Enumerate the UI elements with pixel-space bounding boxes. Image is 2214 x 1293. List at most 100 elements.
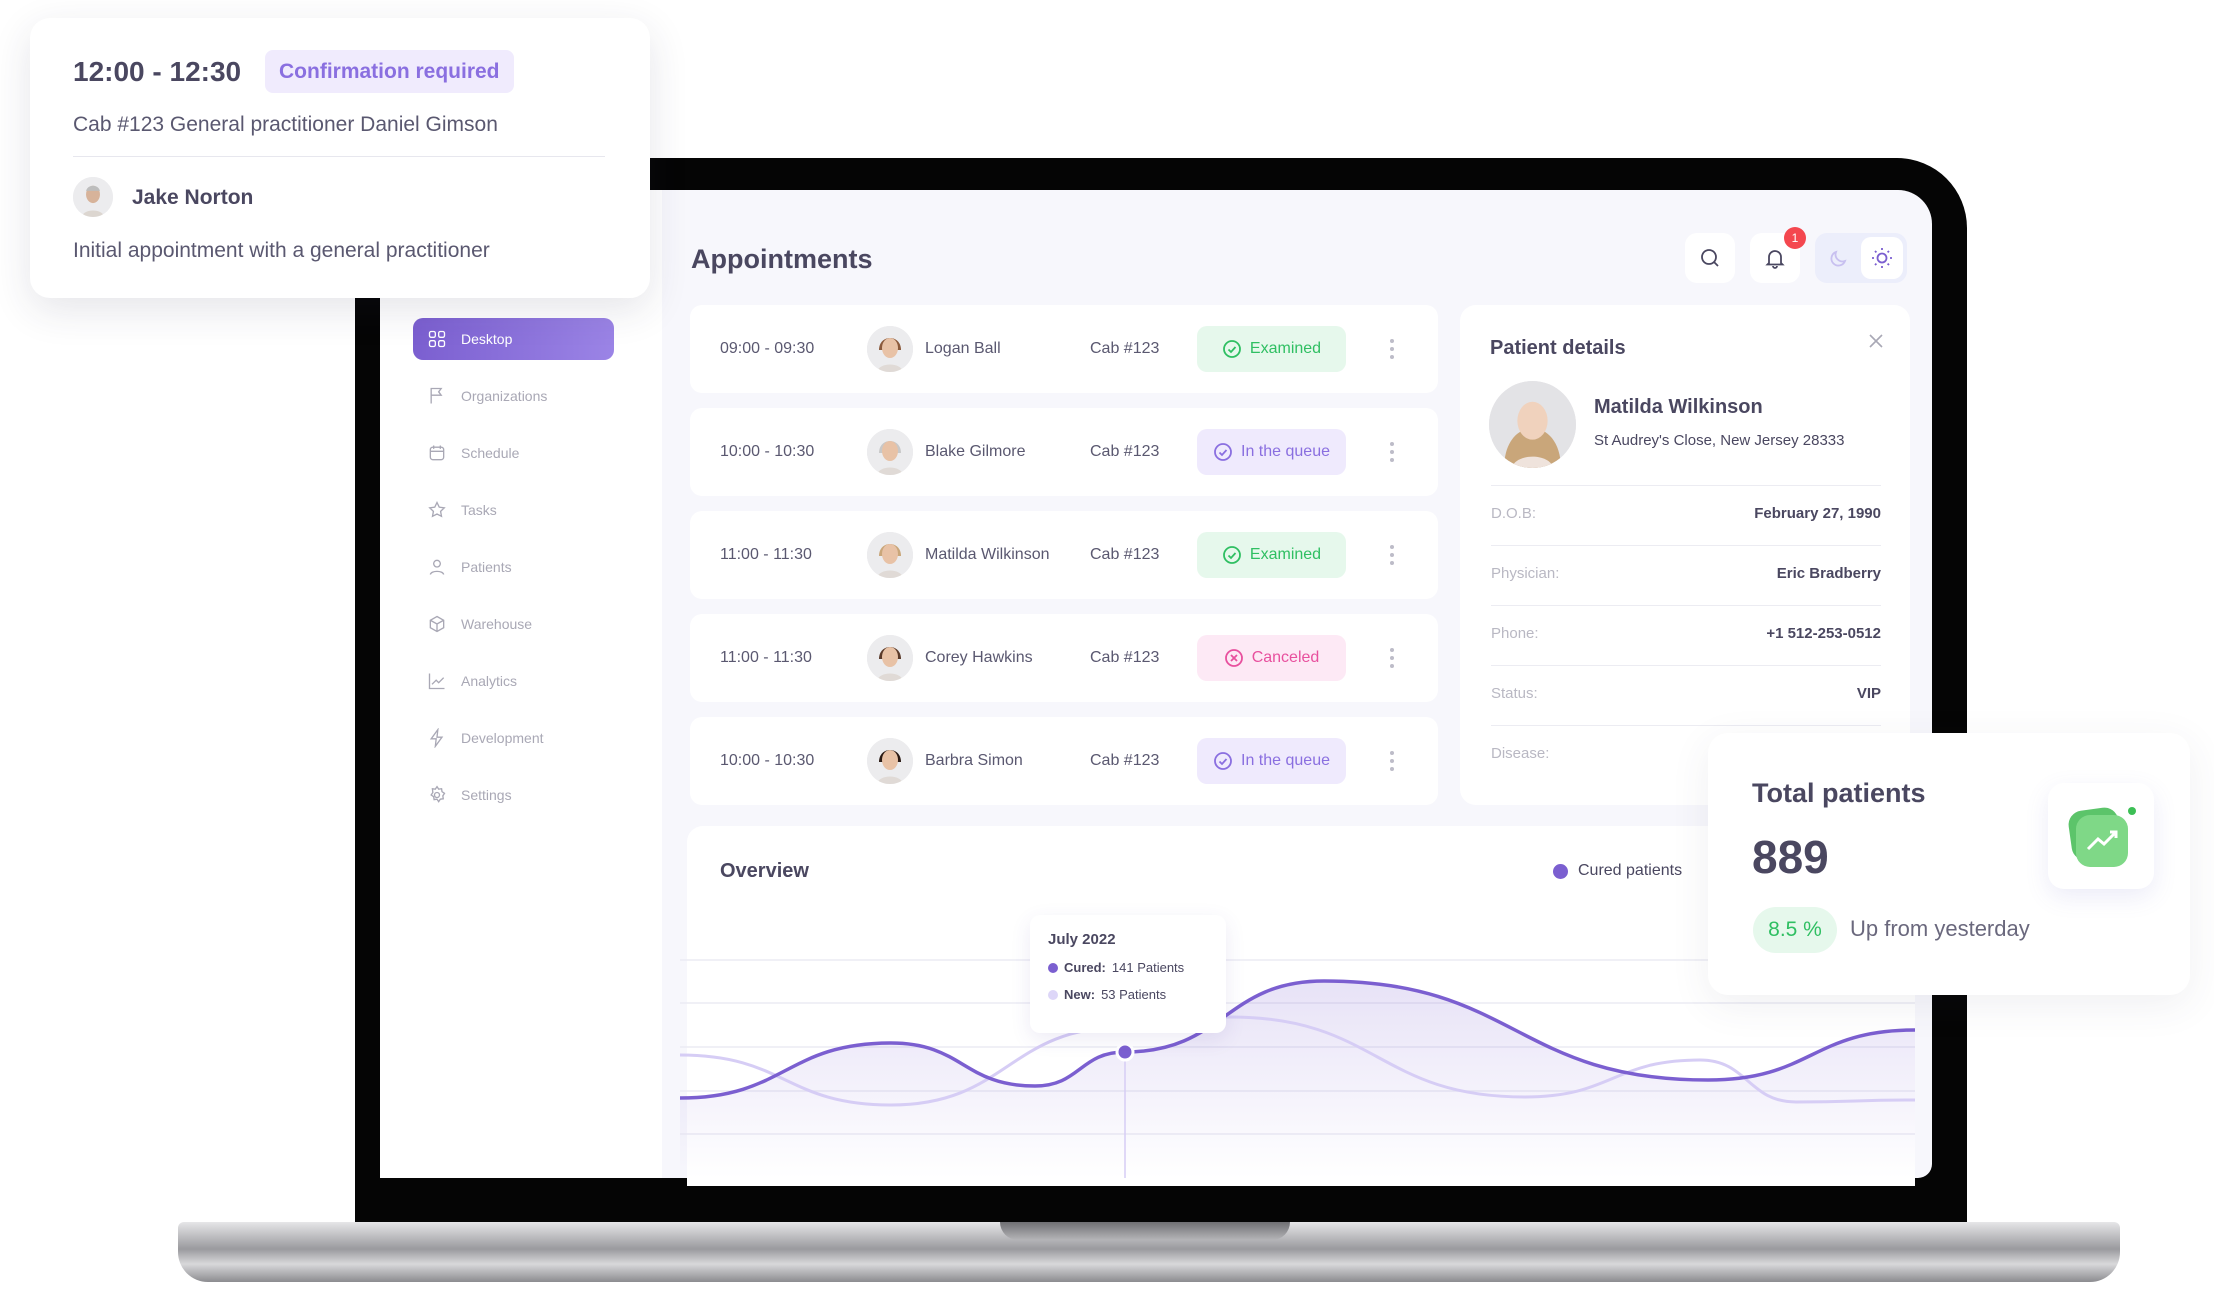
patient-name: Matilda Wilkinson bbox=[1594, 396, 1763, 418]
change-label: Up from yesterday bbox=[1850, 916, 2030, 941]
status-label: In the queue bbox=[1241, 443, 1330, 460]
user-icon bbox=[429, 559, 445, 575]
trend-icon-tile bbox=[2048, 783, 2154, 889]
legend-dot bbox=[1553, 864, 1568, 879]
sidebar-item-label: Settings bbox=[461, 787, 512, 803]
tooltip-new-value: 53 Patients bbox=[1101, 987, 1167, 1002]
patient-field: Status: VIP bbox=[1491, 685, 1881, 702]
sidebar-item-settings[interactable]: Settings bbox=[413, 774, 614, 816]
grid-icon bbox=[428, 330, 446, 348]
chart-icon bbox=[428, 673, 445, 690]
divider bbox=[73, 156, 605, 157]
patient-field: Phone: +1 512-253-0512 bbox=[1491, 625, 1881, 642]
status-badge: In the queue bbox=[1197, 738, 1346, 784]
appointment-row[interactable]: 10:00 - 10:30 Blake Gilmore Cab #123 In … bbox=[690, 408, 1438, 496]
divider bbox=[1491, 545, 1881, 546]
patient-avatar bbox=[1489, 381, 1576, 468]
patient-field: Physician: Eric Bradberry bbox=[1491, 565, 1881, 582]
search-icon bbox=[1701, 249, 1719, 267]
check-circle-icon bbox=[1214, 443, 1232, 461]
field-label: Status: bbox=[1491, 685, 1538, 702]
patient-field: Disease: bbox=[1491, 745, 1881, 762]
sidebar-item-label: Organizations bbox=[461, 388, 548, 404]
sidebar-item-development[interactable]: Development bbox=[413, 717, 614, 759]
sidebar-item-tasks[interactable]: Tasks bbox=[413, 489, 614, 531]
sidebar-item-warehouse[interactable]: Warehouse bbox=[413, 603, 614, 645]
status-badge: Examined bbox=[1197, 326, 1346, 372]
popup-avatar bbox=[73, 177, 113, 217]
overview-title: Overview bbox=[720, 860, 809, 882]
popup-details: Cab #123 General practitioner Daniel Gim… bbox=[73, 113, 498, 136]
appointment-row[interactable]: 11:00 - 11:30 Corey Hawkins Cab #123 Can… bbox=[690, 614, 1438, 702]
patient-avatar bbox=[867, 635, 913, 681]
check-circle-icon bbox=[1214, 752, 1232, 770]
bolt-icon bbox=[429, 728, 444, 748]
field-label: Physician: bbox=[1491, 565, 1560, 582]
popup-note: Initial appointment with a general pract… bbox=[73, 239, 490, 262]
divider bbox=[1491, 665, 1881, 666]
theme-toggle[interactable] bbox=[1815, 233, 1907, 283]
appointment-row[interactable]: 09:00 - 09:30 Logan Ball Cab #123 Examin… bbox=[690, 305, 1438, 393]
moon-icon[interactable] bbox=[1827, 246, 1851, 270]
tooltip-new-label: New: bbox=[1064, 987, 1096, 1002]
total-patients-title: Total patients bbox=[1752, 778, 1926, 808]
field-value: February 27, 1990 bbox=[1754, 505, 1881, 522]
patient-avatar bbox=[867, 429, 913, 475]
sidebar-item-label: Schedule bbox=[461, 445, 520, 461]
confirmation-badge: Confirmation required bbox=[265, 50, 514, 93]
more-options-button[interactable] bbox=[1390, 545, 1396, 565]
field-value: Eric Bradberry bbox=[1776, 565, 1881, 582]
appointment-row[interactable]: 10:00 - 10:30 Barbra Simon Cab #123 In t… bbox=[690, 717, 1438, 805]
sidebar-item-organizations[interactable]: Organizations bbox=[413, 375, 614, 417]
popup-time: 12:00 - 12:30 bbox=[73, 56, 242, 87]
patient-avatar bbox=[867, 326, 913, 372]
field-value: +1 512-253-0512 bbox=[1766, 625, 1881, 642]
x-circle-icon bbox=[1224, 649, 1243, 667]
total-patients-value: 889 bbox=[1752, 831, 1829, 883]
appointment-time: 11:00 - 11:30 bbox=[720, 546, 812, 563]
status-label: Examined bbox=[1249, 546, 1322, 563]
page-title: Appointments bbox=[691, 244, 873, 274]
sidebar-item-label: Warehouse bbox=[461, 616, 533, 632]
divider bbox=[1491, 485, 1881, 486]
cab-number: Cab #123 bbox=[1090, 649, 1160, 666]
cab-number: Cab #123 bbox=[1090, 546, 1160, 563]
patient-name: Blake Gilmore bbox=[925, 443, 1026, 460]
status-badge: Examined bbox=[1197, 532, 1346, 578]
trending-up-icon bbox=[2068, 807, 2136, 867]
appointment-row[interactable]: 11:00 - 11:30 Matilda Wilkinson Cab #123… bbox=[690, 511, 1438, 599]
sidebar-item-analytics[interactable]: Analytics bbox=[413, 660, 614, 702]
sidebar-item-label: Tasks bbox=[461, 502, 497, 518]
change-badge: 8.5 % bbox=[1753, 907, 1837, 953]
patient-name: Corey Hawkins bbox=[925, 649, 1033, 666]
more-options-button[interactable] bbox=[1390, 751, 1396, 771]
box-icon bbox=[429, 615, 445, 633]
cured-dot bbox=[1048, 962, 1058, 973]
sun-icon bbox=[1872, 248, 1892, 268]
check-circle-icon bbox=[1223, 546, 1241, 564]
search-button[interactable] bbox=[1685, 233, 1735, 283]
cab-number: Cab #123 bbox=[1090, 443, 1160, 460]
more-options-button[interactable] bbox=[1390, 442, 1396, 462]
sidebar-item-label: Desktop bbox=[461, 331, 513, 347]
sidebar-item-schedule[interactable]: Schedule bbox=[413, 432, 614, 474]
tooltip-title: July 2022 bbox=[1048, 931, 1116, 948]
appointment-time: 10:00 - 10:30 bbox=[720, 752, 815, 769]
status-label: In the queue bbox=[1241, 752, 1330, 769]
light-mode-button[interactable] bbox=[1861, 237, 1903, 279]
field-value: VIP bbox=[1856, 685, 1881, 702]
notification-count-badge: 1 bbox=[1784, 227, 1806, 249]
patient-name: Logan Ball bbox=[925, 340, 1001, 357]
more-options-button[interactable] bbox=[1390, 339, 1396, 359]
more-options-button[interactable] bbox=[1390, 648, 1396, 668]
patient-name: Barbra Simon bbox=[925, 752, 1023, 769]
divider bbox=[1491, 605, 1881, 606]
sidebar-item-desktop[interactable]: Desktop bbox=[413, 318, 614, 360]
field-label: Disease: bbox=[1491, 745, 1550, 762]
sidebar-item-patients[interactable]: Patients bbox=[413, 546, 614, 588]
flag-icon bbox=[430, 387, 443, 404]
close-icon[interactable] bbox=[1867, 332, 1885, 350]
status-label: Canceled bbox=[1251, 649, 1320, 666]
check-circle-icon bbox=[1223, 340, 1241, 358]
patient-details-title: Patient details bbox=[1490, 337, 1626, 359]
